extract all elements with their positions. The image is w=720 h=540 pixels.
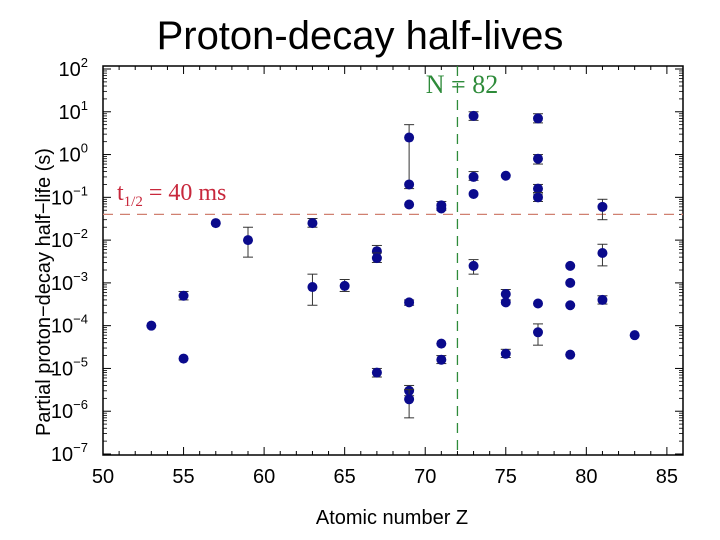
data-point	[500, 297, 511, 308]
data-point	[339, 280, 350, 291]
data-point	[371, 253, 382, 264]
data-point	[371, 367, 382, 378]
data-point	[533, 192, 543, 203]
y-tick-label: 10−3	[51, 269, 88, 295]
data-point	[436, 203, 447, 214]
x-tick-label: 80	[575, 466, 597, 488]
data-point	[371, 246, 382, 257]
data-point	[597, 294, 608, 305]
y-tick-label: 10−2	[51, 226, 88, 252]
data-point	[500, 348, 511, 359]
x-tick-label: 60	[253, 466, 275, 488]
y-tick-label: 10−5	[51, 354, 88, 380]
data-point	[533, 298, 543, 309]
y-tick-label: 10−4	[51, 312, 88, 338]
halflife-label: t1/2 = 40 ms	[117, 180, 226, 210]
y-axis-title: Partial proton−decay half−life (s)	[33, 148, 55, 436]
data-point	[178, 353, 189, 364]
data-point	[307, 282, 318, 293]
data-point	[178, 290, 189, 301]
x-tick-label: 55	[172, 466, 194, 488]
x-axis-title: Atomic number Z	[316, 507, 468, 529]
data-point	[404, 297, 415, 308]
plot-frame	[102, 65, 684, 456]
data-point	[597, 247, 608, 258]
data-point	[500, 170, 511, 181]
data-point	[629, 330, 640, 341]
y-tick-label: 101	[59, 98, 88, 124]
data-point	[533, 153, 543, 164]
data-point	[468, 171, 479, 182]
data-point	[307, 218, 318, 229]
data-point	[500, 288, 511, 299]
data-point	[533, 113, 543, 124]
data-point	[468, 188, 479, 199]
y-tick-label: 100	[59, 141, 88, 167]
n82-label: N = 82	[426, 70, 498, 99]
data-point	[565, 300, 576, 311]
data-point	[436, 354, 447, 365]
data-point	[533, 183, 543, 194]
data-point	[404, 394, 415, 405]
x-tick-label: 50	[92, 466, 114, 488]
x-tick-label: 85	[656, 466, 678, 488]
x-tick-label: 70	[414, 466, 436, 488]
data-point	[565, 277, 576, 288]
data-point	[146, 320, 157, 331]
data-point	[243, 235, 253, 246]
slide-title: Proton-decay half-lives	[156, 14, 564, 58]
y-tick-label: 10−1	[51, 183, 88, 209]
x-tick-label: 75	[495, 466, 517, 488]
y-tick-label: 10−6	[51, 397, 88, 423]
data-point	[565, 349, 576, 360]
data-point	[597, 201, 608, 212]
data-point	[468, 110, 479, 121]
data-point	[565, 260, 576, 271]
data-point	[468, 260, 479, 271]
data-point	[210, 218, 221, 229]
data-point	[404, 199, 415, 210]
data-point	[533, 327, 543, 338]
data-point	[404, 179, 415, 190]
y-tick-label: 102	[59, 55, 88, 81]
x-tick-label: 65	[334, 466, 356, 488]
data-point	[404, 132, 415, 143]
data-point	[436, 338, 447, 349]
y-tick-label: 10−7	[51, 440, 88, 466]
